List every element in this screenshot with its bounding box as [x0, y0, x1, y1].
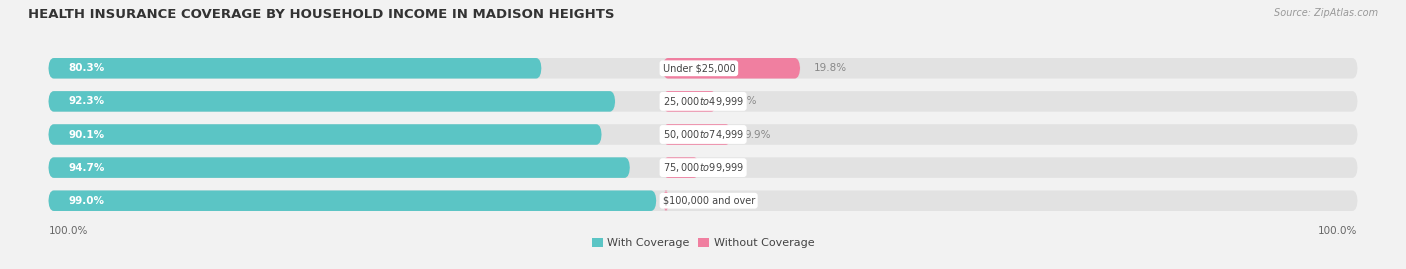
Text: 94.7%: 94.7% — [69, 162, 105, 173]
FancyBboxPatch shape — [48, 190, 657, 211]
Text: 5.3%: 5.3% — [713, 162, 740, 173]
FancyBboxPatch shape — [48, 190, 1358, 211]
Text: 9.9%: 9.9% — [745, 129, 772, 140]
Text: $75,000 to $99,999: $75,000 to $99,999 — [662, 161, 744, 174]
FancyBboxPatch shape — [662, 124, 731, 145]
Text: $50,000 to $74,999: $50,000 to $74,999 — [662, 128, 744, 141]
Text: 100.0%: 100.0% — [48, 225, 87, 236]
FancyBboxPatch shape — [48, 124, 1358, 145]
Text: 92.3%: 92.3% — [69, 96, 104, 107]
Text: $100,000 and over: $100,000 and over — [662, 196, 755, 206]
Text: Source: ZipAtlas.com: Source: ZipAtlas.com — [1274, 8, 1378, 18]
Text: 100.0%: 100.0% — [1319, 225, 1358, 236]
Text: $25,000 to $49,999: $25,000 to $49,999 — [662, 95, 744, 108]
Text: 99.0%: 99.0% — [69, 196, 104, 206]
FancyBboxPatch shape — [48, 91, 1358, 112]
FancyBboxPatch shape — [48, 124, 602, 145]
Text: 90.1%: 90.1% — [69, 129, 104, 140]
FancyBboxPatch shape — [48, 157, 630, 178]
FancyBboxPatch shape — [48, 58, 1358, 79]
Text: 1.0%: 1.0% — [683, 196, 710, 206]
FancyBboxPatch shape — [662, 157, 699, 178]
FancyBboxPatch shape — [48, 91, 616, 112]
Text: 80.3%: 80.3% — [69, 63, 105, 73]
FancyBboxPatch shape — [662, 91, 717, 112]
Text: Under $25,000: Under $25,000 — [662, 63, 735, 73]
Text: 19.8%: 19.8% — [814, 63, 846, 73]
FancyBboxPatch shape — [48, 157, 1358, 178]
Text: 7.8%: 7.8% — [730, 96, 756, 107]
FancyBboxPatch shape — [48, 58, 541, 79]
Legend: With Coverage, Without Coverage: With Coverage, Without Coverage — [588, 234, 818, 253]
FancyBboxPatch shape — [662, 190, 669, 211]
FancyBboxPatch shape — [662, 58, 800, 79]
Text: HEALTH INSURANCE COVERAGE BY HOUSEHOLD INCOME IN MADISON HEIGHTS: HEALTH INSURANCE COVERAGE BY HOUSEHOLD I… — [28, 8, 614, 21]
